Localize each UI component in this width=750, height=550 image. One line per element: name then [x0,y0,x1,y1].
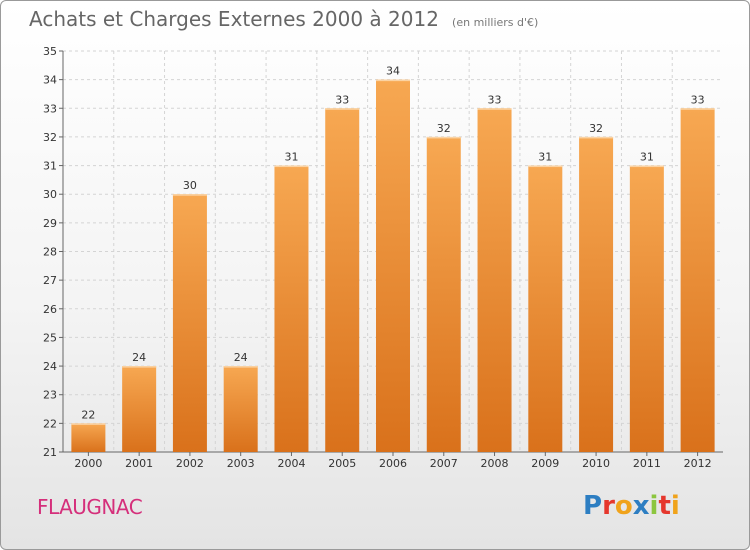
data-label: 30 [183,179,197,192]
y-tick-label: 21 [43,446,57,459]
bar-highlight [223,366,258,368]
bar-highlight [122,366,157,368]
bar [629,165,664,453]
y-tick-label: 34 [43,74,57,87]
y-tick-label: 28 [43,246,57,259]
x-tick-label: 2006 [379,457,407,470]
bar-highlight [325,108,360,110]
bar [71,423,106,452]
bar-highlight [274,165,309,168]
data-label: 32 [437,122,451,135]
logo-letter: t [658,491,671,521]
logo-letter: P [583,491,603,521]
data-label: 22 [81,408,95,421]
y-tick-label: 31 [43,160,57,173]
x-tick-label: 2007 [430,457,458,470]
y-tick-label: 33 [43,102,57,115]
x-tick-label: 2010 [582,457,610,470]
x-tick-label: 2002 [176,457,204,470]
x-tick-label: 2003 [227,457,255,470]
data-label: 24 [234,351,248,364]
bar-highlight [71,423,106,425]
bars [71,79,715,453]
x-tick-label: 2001 [125,457,153,470]
bar-highlight [579,136,614,139]
y-tick-label: 26 [43,303,57,316]
x-tick-label: 2005 [328,457,356,470]
data-label: 31 [640,151,654,164]
bar [122,366,157,452]
data-label: 33 [691,93,705,106]
bar [274,165,309,453]
data-label: 31 [284,151,298,164]
bar [376,79,410,453]
y-tick-label: 35 [43,45,57,58]
y-tick-label: 25 [43,331,57,344]
data-label: 33 [488,93,502,106]
data-label: 33 [335,93,349,106]
data-label: 32 [589,122,603,135]
y-tick-label: 22 [43,417,57,430]
x-tick-label: 2004 [277,457,305,470]
chart-title-block: Achats et Charges Externes 2000 à 2012 (… [29,7,538,31]
bar-highlight [172,194,207,196]
y-tick-label: 32 [43,131,57,144]
data-label: 31 [538,151,552,164]
y-tick-label: 29 [43,217,57,230]
x-tick-label: 2009 [531,457,559,470]
bar-highlight [680,108,715,110]
y-tick-label: 24 [43,360,57,373]
bar-highlight [376,79,410,82]
x-tick-label: 2000 [74,457,102,470]
bar [579,136,614,452]
data-label: 34 [386,65,400,78]
proxiti-logo: Proxiti [583,491,680,521]
logo-letter: i [670,491,680,521]
logo-letter: o [614,491,633,521]
x-tick-label: 2008 [481,457,509,470]
y-tick-label: 27 [43,274,57,287]
bar [426,136,461,452]
data-labels: 22 24 30 24 31 33 34 32 33 31 32 31 33 [81,65,704,422]
bar-highlight [629,165,664,168]
bar [325,108,360,453]
logo-letter: i [649,491,659,521]
chart-unit: (en milliers d'€) [452,16,539,29]
bar [477,108,512,453]
commune-name: FLAUGNAC [37,495,143,519]
bar-highlight [426,136,461,139]
bar [528,165,563,453]
chart-title: Achats et Charges Externes 2000 à 2012 [29,7,439,31]
y-tick-label: 30 [43,188,57,201]
logo-letter: r [602,491,615,521]
bar-highlight [528,165,563,168]
x-tick-label: 2011 [633,457,661,470]
x-tick-label: 2012 [684,457,712,470]
y-tick-label: 23 [43,389,57,402]
bar [223,366,258,452]
bar-highlight [477,108,512,110]
bar [680,108,715,453]
data-label: 24 [132,351,146,364]
tick-labels: 21 22 23 24 25 26 27 28 29 30 31 32 33 34 35 2000 2001 20… [43,45,712,470]
logo-letter: x [632,491,650,521]
bar [172,194,207,452]
